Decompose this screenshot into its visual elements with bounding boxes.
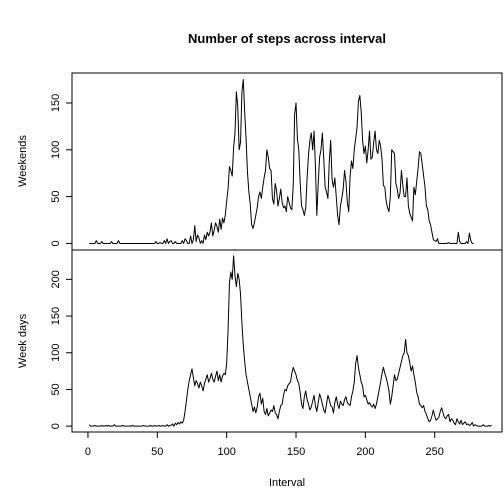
ylabel-weekends: Weekends bbox=[17, 135, 29, 187]
series-line-weekends bbox=[89, 79, 474, 244]
y-tick-label-weekends-0: 0 bbox=[50, 240, 62, 246]
panel-week-days-frame bbox=[71, 249, 503, 433]
ylabel-week-days: Week days bbox=[17, 313, 29, 368]
panel-weekends-frame bbox=[71, 72, 503, 251]
x-axis: 0 50 100 150 200 250 bbox=[85, 432, 444, 458]
panel-week-days: Week days 0 50 100 150 200 bbox=[17, 249, 503, 433]
x-tick-label-150: 150 bbox=[287, 446, 305, 458]
y-axis-week-days: 0 50 100 150 200 bbox=[50, 270, 72, 429]
chart-title: Number of steps across interval bbox=[188, 31, 386, 46]
x-tick-label-100: 100 bbox=[217, 446, 235, 458]
y-tick-label-weekends-100: 100 bbox=[50, 141, 62, 159]
y-tick-label-weekends-150: 150 bbox=[50, 94, 62, 112]
x-tick-label-50: 50 bbox=[151, 446, 163, 458]
y-tick-label-week-days-150: 150 bbox=[50, 307, 62, 325]
panel-weekends: Weekends 0 50 100 150 bbox=[17, 72, 503, 251]
y-tick-label-week-days-200: 200 bbox=[50, 270, 62, 288]
y-axis-weekends: 0 50 100 150 bbox=[50, 94, 72, 247]
y-tick-label-week-days-100: 100 bbox=[50, 344, 62, 362]
x-tick-label-0: 0 bbox=[85, 446, 91, 458]
series-line-week-days bbox=[88, 255, 492, 427]
xlabel: Interval bbox=[269, 477, 305, 489]
x-tick-label-200: 200 bbox=[356, 446, 374, 458]
x-tick-label-250: 250 bbox=[426, 446, 444, 458]
y-tick-label-week-days-0: 0 bbox=[50, 423, 62, 429]
y-tick-label-weekends-50: 50 bbox=[50, 190, 62, 202]
y-tick-label-week-days-50: 50 bbox=[50, 383, 62, 395]
